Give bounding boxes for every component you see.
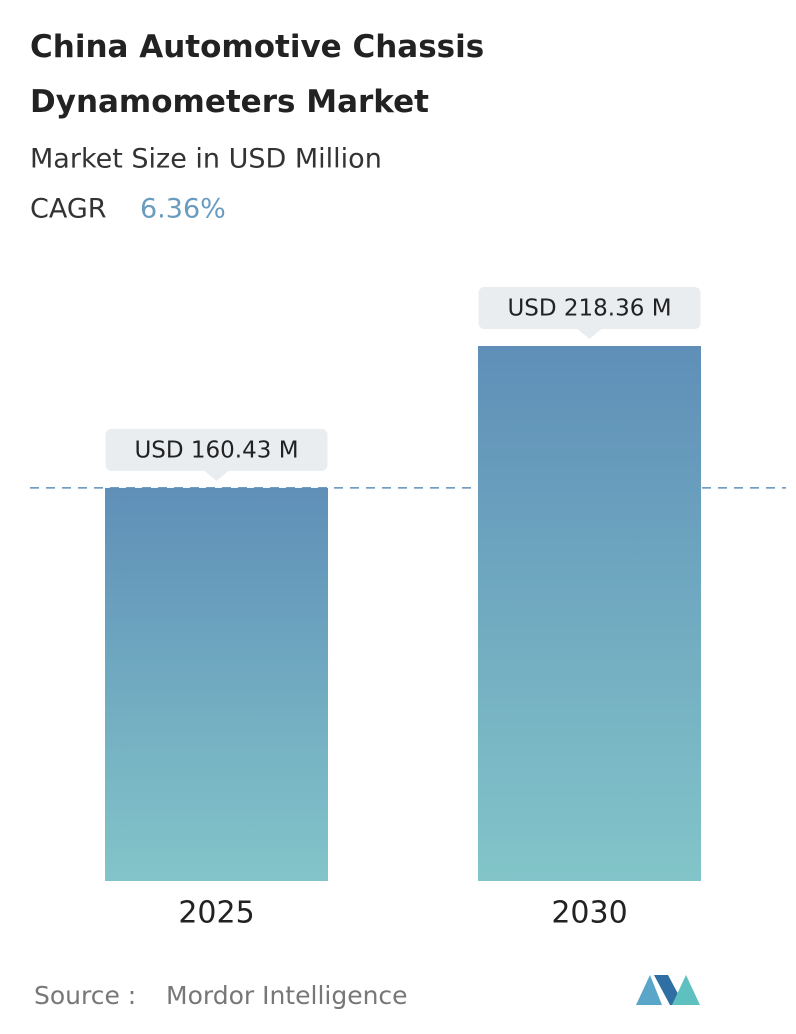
value-label-box [478,287,701,339]
source: Mordor Intelligence [166,981,408,1010]
value-label: USD 218.36 M [507,296,671,322]
x-tick-label: 2025 [178,896,254,931]
cagr-value: 6.36% [140,194,226,225]
chart-title: China Automotive Chassis Dynamometers Mar… [30,29,484,120]
chart-subtitle: Market Size in USD Million [30,144,382,175]
bar [478,346,701,881]
bar [105,487,328,881]
cagr-label: CAGR [30,194,107,225]
x-tick-label: 2030 [551,896,627,931]
value-label-box [105,428,328,481]
logo [636,975,700,1005]
value-label: USD 160.43 M [134,437,298,463]
source-label: Source : [34,981,136,1010]
